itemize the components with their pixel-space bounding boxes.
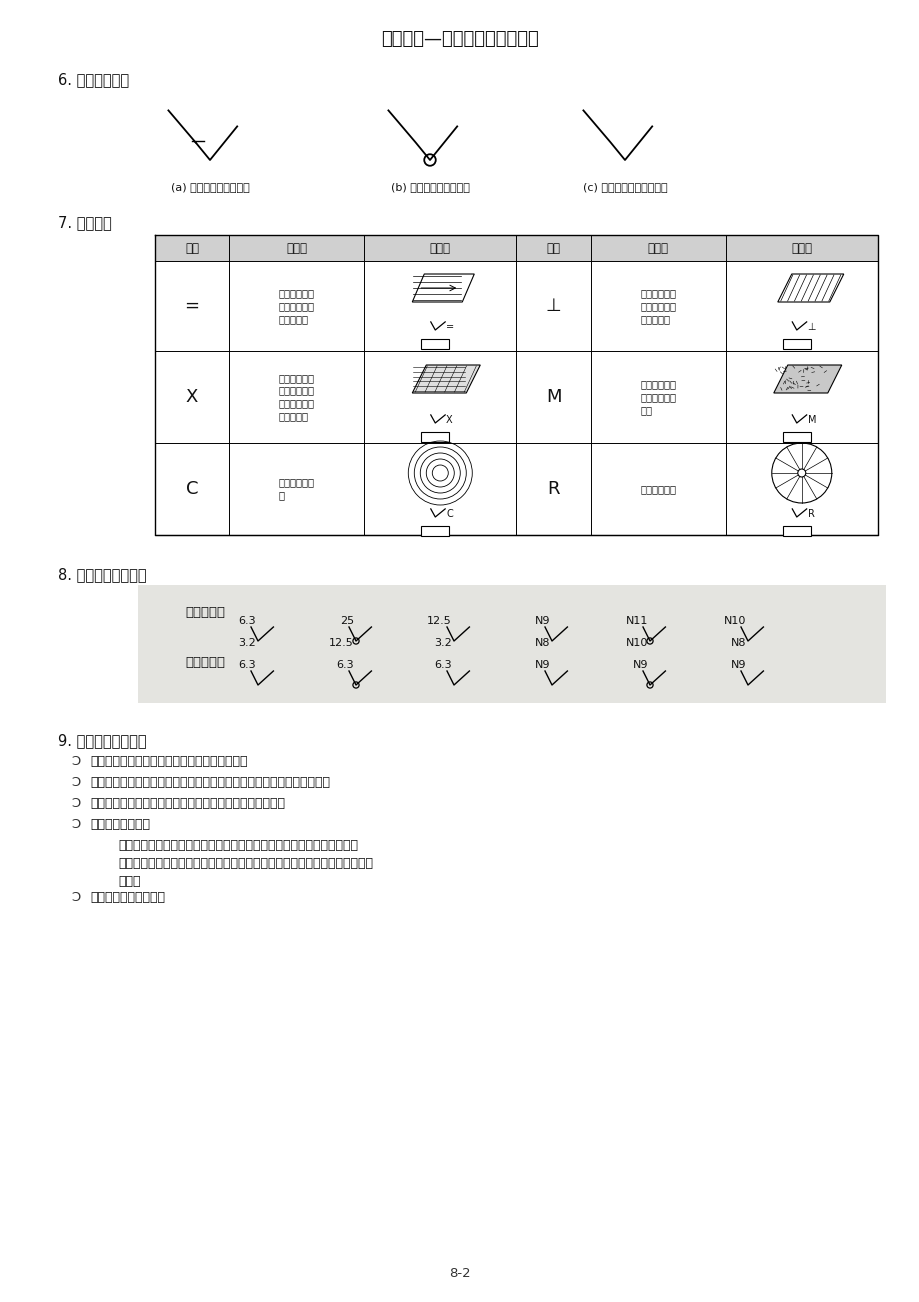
Text: 6.3: 6.3 (238, 660, 255, 671)
Bar (782, 339, 810, 349)
Text: C: C (186, 480, 199, 497)
Text: 3.2: 3.2 (434, 638, 451, 648)
Text: N9: N9 (632, 660, 647, 671)
Bar (421, 432, 448, 441)
Text: N9: N9 (730, 660, 745, 671)
Text: 表面符號之省略：: 表面符號之省略： (90, 818, 150, 831)
Polygon shape (773, 365, 841, 393)
Text: 刀痕成同心圓
狀: 刀痕成同心圓 狀 (278, 478, 314, 500)
Text: N11: N11 (625, 616, 647, 626)
Text: 公用表面符號之標註法: 公用表面符號之標註法 (90, 891, 165, 904)
Text: 8. 粗糙度數値表示法: 8. 粗糙度數値表示法 (58, 566, 146, 582)
Bar (138, 585, 885, 703)
Text: Ɔ: Ɔ (72, 755, 81, 768)
Text: 圖　例: 圖 例 (429, 241, 450, 254)
Text: N10: N10 (723, 616, 745, 626)
Text: 7. 刀痕方向: 7. 刀痕方向 (58, 215, 111, 230)
Text: 刀痕之方向與
其所指加工面
之邊緣成兩方
向傾斜交叉: 刀痕之方向與 其所指加工面 之邊緣成兩方 向傾斜交叉 (278, 372, 314, 422)
Bar (421, 339, 448, 349)
Text: (c) 不規定切削加工之表面: (c) 不規定切削加工之表面 (582, 182, 666, 191)
Text: 上下極限法: 上下極限法 (185, 656, 225, 669)
Text: 說　明: 說 明 (647, 241, 668, 254)
Text: ⊥: ⊥ (545, 297, 561, 315)
Text: Ɔ: Ɔ (72, 776, 81, 789)
Text: 刀痕成多方向
交叉或無一定
方向: 刀痕成多方向 交叉或無一定 方向 (640, 379, 675, 415)
Polygon shape (412, 365, 480, 393)
Text: X: X (446, 415, 452, 426)
Text: Ɔ: Ɔ (72, 797, 81, 810)
Text: N8: N8 (730, 638, 745, 648)
Bar (782, 526, 810, 536)
Text: 6.3: 6.3 (238, 616, 255, 626)
Text: 刀痕之方向與
其所指加工面
之邊緣垂直: 刀痕之方向與 其所指加工面 之邊緣垂直 (640, 288, 675, 324)
Text: 圖　例: 圖 例 (790, 241, 811, 254)
Text: ⊥: ⊥ (807, 323, 815, 332)
Text: 圓柱、圓錐或孔之表面加工符號應標註在任一邊或其延長線上，不可重複: 圓柱、圓錐或孔之表面加工符號應標註在任一邊或其延長線上，不可重複 (90, 776, 330, 789)
Text: 表面符號完全相同之二個或二個以上之加工面，可用一個指線分出二個或
二個以上之指示端，分別指在不同之加工面上，並將相同之表面符號標註在指
線上。: 表面符號完全相同之二個或二個以上之加工面，可用一個指線分出二個或 二個以上之指示… (118, 838, 372, 888)
Text: 說　明: 說 明 (286, 241, 307, 254)
Text: X: X (186, 388, 198, 406)
Text: N10: N10 (625, 638, 647, 648)
Text: (a) 必須切削加工之表面: (a) 必須切削加工之表面 (170, 182, 249, 191)
Text: =: = (446, 323, 454, 332)
Bar (421, 526, 448, 536)
Text: N9: N9 (534, 660, 550, 671)
Text: Ɔ: Ɔ (72, 891, 81, 904)
Text: 刀痕成放射狀: 刀痕成放射狀 (640, 484, 675, 493)
Text: N9: N9 (534, 616, 550, 626)
Text: 12.5: 12.5 (426, 616, 451, 626)
Text: 應標註於圖形輪廓線外，但也可標註在槽或孔內: 應標註於圖形輪廓線外，但也可標註在槽或孔內 (90, 755, 247, 768)
Text: 符號: 符號 (185, 241, 199, 254)
Text: 8-2: 8-2 (448, 1267, 471, 1280)
Bar (154, 234, 877, 260)
Text: 圓柱、圓錐或圓孔之表面符號以標註在非圓形視圖上為原則: 圓柱、圓錐或圓孔之表面符號以標註在非圓形視圖上為原則 (90, 797, 285, 810)
Text: 12.5: 12.5 (329, 638, 354, 648)
Text: 6.3: 6.3 (336, 660, 354, 671)
Text: =: = (185, 297, 199, 315)
Text: 最大極限法: 最大極限法 (185, 607, 225, 620)
Text: C: C (446, 509, 452, 519)
Text: 9. 表面符號標註原則: 9. 表面符號標註原則 (58, 733, 146, 749)
Text: R: R (807, 509, 813, 519)
Bar (782, 432, 810, 441)
Text: M: M (807, 415, 815, 426)
Text: Ɔ: Ɔ (72, 818, 81, 831)
Circle shape (797, 469, 805, 477)
Text: 6.3: 6.3 (434, 660, 451, 671)
Text: N8: N8 (534, 638, 550, 648)
Text: R: R (547, 480, 559, 497)
Text: 機械製圖—表面符號及公差標註: 機械製圖—表面符號及公差標註 (380, 30, 539, 48)
Text: 3.2: 3.2 (238, 638, 255, 648)
Text: 刀痕之方向與
其所指加工面
之邊緣平行: 刀痕之方向與 其所指加工面 之邊緣平行 (278, 288, 314, 324)
Text: 符號: 符號 (546, 241, 560, 254)
Text: M: M (545, 388, 561, 406)
Text: 25: 25 (339, 616, 354, 626)
Text: (b) 不得切削加工之表面: (b) 不得切削加工之表面 (391, 182, 469, 191)
Text: 6. 切削加工符號: 6. 切削加工符號 (58, 72, 129, 87)
